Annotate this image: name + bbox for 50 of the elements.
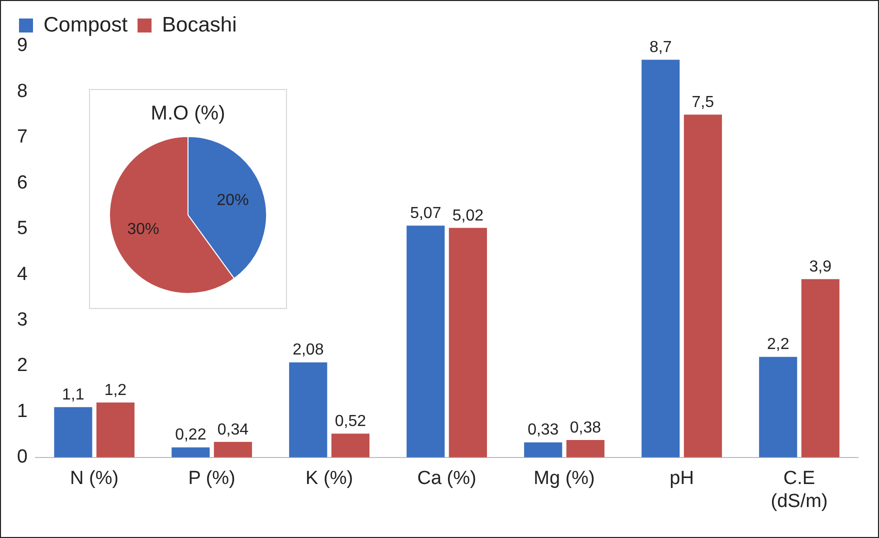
legend-label: Compost bbox=[44, 13, 128, 36]
x-tick-label: Mg (%) bbox=[534, 468, 595, 490]
data-label: 1,1 bbox=[62, 386, 84, 404]
bar bbox=[524, 442, 562, 458]
bar bbox=[214, 442, 252, 458]
bar bbox=[684, 114, 722, 458]
bar bbox=[759, 356, 798, 458]
data-label: 5,07 bbox=[410, 205, 442, 222]
bar bbox=[289, 362, 328, 458]
y-tick-label: 4 bbox=[16, 264, 28, 285]
y-tick-label: 1 bbox=[16, 400, 28, 422]
data-label: 0,52 bbox=[334, 413, 366, 430]
bar bbox=[172, 447, 210, 458]
chart-title: M.O (%) bbox=[150, 102, 226, 125]
legend-label: Bocashi bbox=[162, 13, 237, 36]
x-tick-label: Ca (%) bbox=[417, 468, 476, 490]
x-tick-label: P (%) bbox=[188, 468, 236, 490]
bar bbox=[331, 434, 370, 458]
data-label: 0,33 bbox=[528, 422, 559, 439]
data-label: 30% bbox=[127, 220, 160, 238]
x-tick-label: pH bbox=[670, 468, 694, 490]
data-label: 2,08 bbox=[292, 342, 324, 359]
data-label: 1,2 bbox=[104, 382, 127, 399]
y-tick-label: 3 bbox=[16, 310, 28, 330]
bar bbox=[801, 279, 840, 458]
y-tick-label: 8 bbox=[16, 80, 28, 102]
x-tick-label: C.E (dS/m) bbox=[770, 468, 828, 512]
y-tick-label: 5 bbox=[16, 218, 28, 240]
y-tick-label: 9 bbox=[16, 35, 28, 56]
y-tick-label: 2 bbox=[16, 355, 28, 376]
x-tick-label: K (%) bbox=[306, 468, 354, 490]
data-label: 2,2 bbox=[766, 336, 790, 354]
data-label: 7,5 bbox=[692, 94, 714, 111]
data-label: 8,7 bbox=[649, 39, 672, 56]
y-tick-label: 7 bbox=[16, 126, 28, 148]
bar bbox=[406, 226, 445, 458]
data-label: 3,9 bbox=[809, 258, 832, 276]
y-tick-label: 6 bbox=[16, 172, 28, 194]
data-label: 0,22 bbox=[175, 426, 206, 444]
data-label: 20% bbox=[216, 192, 249, 209]
data-label: 0,38 bbox=[570, 419, 602, 436]
bar bbox=[448, 228, 487, 458]
bar bbox=[642, 60, 680, 458]
x-tick-label: N (%) bbox=[70, 468, 119, 490]
bar bbox=[96, 402, 134, 458]
y-tick-label: 0 bbox=[16, 446, 28, 468]
bar bbox=[566, 440, 604, 458]
bar bbox=[54, 407, 92, 458]
data-label: 0,34 bbox=[217, 421, 249, 438]
data-label: 5,02 bbox=[452, 207, 484, 224]
